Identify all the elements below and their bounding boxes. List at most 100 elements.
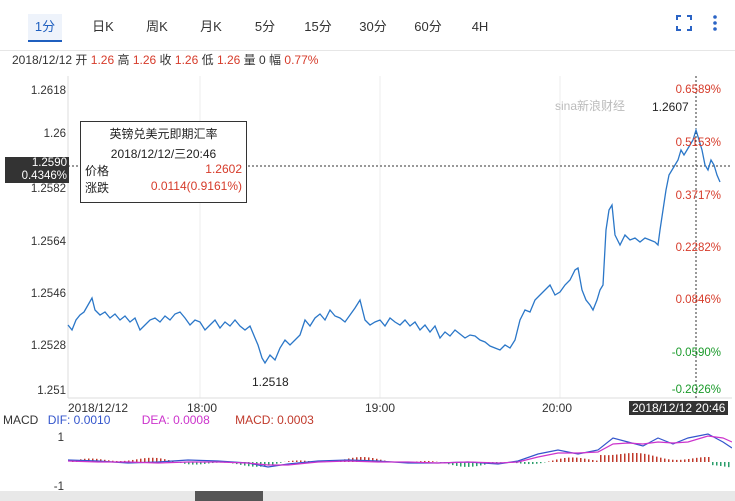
scrollbar-thumb[interactable] bbox=[195, 491, 263, 501]
macd-bar bbox=[304, 460, 306, 462]
tab-15min[interactable]: 15分 bbox=[304, 19, 332, 34]
tooltip-price: 1.2602 bbox=[205, 162, 242, 176]
time-scrollbar[interactable] bbox=[0, 491, 735, 501]
x-tick: 19:00 bbox=[365, 401, 396, 415]
macd-bar bbox=[540, 462, 542, 464]
macd-bar bbox=[668, 459, 670, 462]
macd-bar bbox=[688, 458, 690, 462]
macd-bar bbox=[184, 462, 186, 464]
macd-bar bbox=[460, 462, 462, 467]
open-label: 开 bbox=[75, 53, 88, 67]
macd-bar bbox=[364, 457, 366, 462]
macd-bar bbox=[672, 459, 674, 462]
macd-bar bbox=[716, 462, 718, 466]
macd-bar bbox=[476, 462, 478, 467]
period-tab-bar: 1分 日K 周K 月K 5分 15分 30分 60分 4H bbox=[0, 0, 735, 51]
macd-bar bbox=[724, 462, 726, 467]
high-value: 1.26 bbox=[132, 53, 157, 67]
macd-bar bbox=[628, 453, 630, 462]
tab-60min[interactable]: 60分 bbox=[414, 19, 442, 34]
macd-bar bbox=[532, 462, 534, 465]
macd-bar bbox=[300, 460, 302, 462]
percent-tick: 0.2282% bbox=[675, 242, 721, 254]
macd-bar bbox=[528, 462, 530, 465]
low-value: 1.26 bbox=[216, 53, 241, 67]
macd-bar bbox=[696, 457, 698, 462]
macd-bar bbox=[680, 459, 682, 462]
macd-bar bbox=[596, 460, 598, 462]
macd-bar bbox=[648, 454, 650, 462]
macd-bar bbox=[720, 462, 722, 467]
macd-legend: MACD DIF: 0.0010 DEA: 0.0008 MACD: 0.000… bbox=[3, 413, 314, 427]
macd-bar bbox=[420, 461, 422, 462]
macd-bar bbox=[472, 462, 474, 467]
macd-bar bbox=[156, 457, 158, 462]
macd-bar bbox=[248, 462, 250, 467]
macd-bar bbox=[616, 454, 618, 462]
amplitude-value: 0.77% bbox=[284, 53, 319, 67]
macd-bar bbox=[240, 462, 242, 465]
tooltip-change: 0.0114(0.9161%) bbox=[150, 179, 242, 193]
macd-bar bbox=[200, 462, 202, 465]
percent-tick: -0.0590% bbox=[671, 347, 721, 359]
macd-dif: DIF: 0.0010 bbox=[47, 413, 111, 427]
macd-bar bbox=[160, 458, 162, 462]
tab-daily-k[interactable]: 日K bbox=[92, 19, 114, 34]
price-tick: 1.2528 bbox=[30, 340, 66, 352]
macd-bar bbox=[196, 462, 198, 465]
macd-bar bbox=[428, 460, 430, 462]
macd-bar bbox=[268, 462, 270, 466]
low-mark: 1.2518 bbox=[252, 375, 289, 389]
macd-bar bbox=[712, 462, 714, 466]
macd-bar bbox=[164, 459, 166, 462]
percent-tick: 0.6589% bbox=[675, 84, 721, 96]
tooltip-price-label: 价格 bbox=[85, 164, 110, 178]
more-vertical-icon[interactable] bbox=[705, 14, 725, 34]
macd-bar bbox=[708, 457, 710, 462]
tab-30min[interactable]: 30分 bbox=[359, 19, 387, 34]
macd-bar bbox=[536, 462, 538, 464]
macd-bar bbox=[684, 459, 686, 462]
close-value: 1.26 bbox=[174, 53, 199, 67]
x-tick: 20:00 bbox=[542, 401, 573, 415]
price-line bbox=[67, 127, 721, 365]
macd-bar bbox=[640, 453, 642, 462]
price-tick: 1.26 bbox=[43, 128, 66, 140]
fullscreen-icon[interactable] bbox=[674, 14, 694, 34]
macd-bar bbox=[144, 458, 146, 462]
macd-bar bbox=[600, 454, 602, 462]
macd-bar bbox=[552, 460, 554, 462]
macd-bar bbox=[136, 459, 138, 462]
macd-bar bbox=[704, 457, 706, 462]
macd-bar bbox=[192, 462, 194, 465]
info-date: 2018/12/12 bbox=[12, 53, 73, 67]
macd-bar bbox=[424, 460, 426, 462]
macd-bar bbox=[140, 458, 142, 462]
macd-bar bbox=[700, 457, 702, 462]
tab-weekly-k[interactable]: 周K bbox=[146, 19, 168, 34]
price-tooltip: 英镑兑美元即期汇率 2018/12/12/三20:46 价格 1.2602 涨跌 0… bbox=[80, 121, 247, 203]
macd-dea: DEA: 0.0008 bbox=[141, 413, 210, 427]
macd-bar bbox=[572, 457, 574, 462]
tab-monthly-k[interactable]: 月K bbox=[200, 19, 222, 34]
macd-bar bbox=[568, 457, 570, 462]
macd-bar bbox=[244, 462, 246, 466]
macd-bar bbox=[592, 459, 594, 462]
macd-bar bbox=[692, 458, 694, 462]
macd-bar bbox=[296, 460, 298, 462]
macd-bar bbox=[580, 458, 582, 462]
macd-bar bbox=[356, 457, 358, 462]
macd-bar bbox=[556, 459, 558, 462]
macd-bar bbox=[292, 460, 294, 462]
volume-value: 0 bbox=[259, 53, 266, 67]
tab-5min[interactable]: 5分 bbox=[254, 19, 276, 34]
macd-bar bbox=[564, 457, 566, 462]
macd-bar bbox=[204, 462, 206, 464]
tab-1min[interactable]: 1分 bbox=[28, 14, 62, 42]
macd-value: MACD: 0.0003 bbox=[235, 413, 314, 427]
tab-4h[interactable]: 4H bbox=[471, 19, 489, 34]
macd-bar bbox=[468, 462, 470, 467]
open-value: 1.26 bbox=[90, 53, 115, 67]
macd-bar bbox=[576, 457, 578, 462]
crosshair-price-label: 1.2590 0.4346% bbox=[5, 157, 69, 183]
